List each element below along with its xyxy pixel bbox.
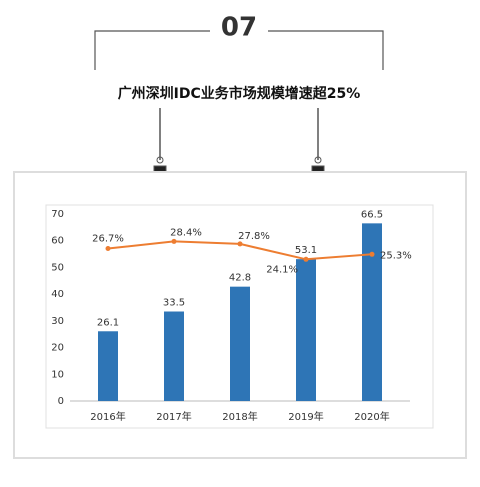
bar (296, 259, 316, 401)
line-point (303, 256, 309, 262)
x-tick-label: 2018年 (222, 410, 257, 423)
line-point (105, 245, 111, 251)
section-number: 07 (221, 13, 257, 43)
bar-value-label: 66.5 (361, 209, 383, 220)
line-point (171, 238, 177, 244)
line-point (369, 251, 375, 257)
y-tick-label: 20 (51, 343, 64, 354)
y-tick-label: 50 (51, 262, 64, 273)
line-point (237, 241, 243, 247)
bar (230, 286, 250, 401)
bar (362, 223, 382, 401)
bar-value-label: 33.5 (163, 298, 185, 309)
y-tick-label: 40 (51, 289, 64, 300)
line-value-label: 25.3% (380, 250, 412, 261)
bar-value-label: 53.1 (295, 245, 317, 256)
y-tick-label: 10 (51, 369, 64, 380)
line-value-label: 28.4% (170, 227, 202, 238)
bracket-right (268, 30, 384, 70)
y-tick-label: 70 (51, 209, 64, 220)
bar (164, 311, 184, 401)
line-value-label: 24.1% (266, 264, 298, 275)
chart: 0 10 20 30 40 50 60 70 2016年 2017年 2018年 2019年 2020年… (51, 209, 412, 423)
x-tick-label: 2020年 (354, 410, 389, 423)
bracket-left (94, 30, 210, 70)
y-tick-label: 60 (51, 236, 64, 247)
y-tick-label: 0 (58, 396, 64, 407)
bar-value-label: 42.8 (229, 273, 251, 284)
bar (98, 331, 118, 401)
line-value-label: 26.7% (92, 233, 124, 244)
hangers (153, 108, 325, 175)
bar-value-label: 26.1 (97, 317, 119, 328)
line-value-label: 27.8% (238, 231, 270, 242)
x-tick-label: 2016年 (90, 410, 125, 423)
x-tick-label: 2017年 (156, 410, 191, 423)
page-title: 广州深圳IDC业务市场规模增速超25% (118, 85, 361, 102)
x-tick-label: 2019年 (288, 410, 323, 423)
y-tick-label: 30 (51, 316, 64, 327)
